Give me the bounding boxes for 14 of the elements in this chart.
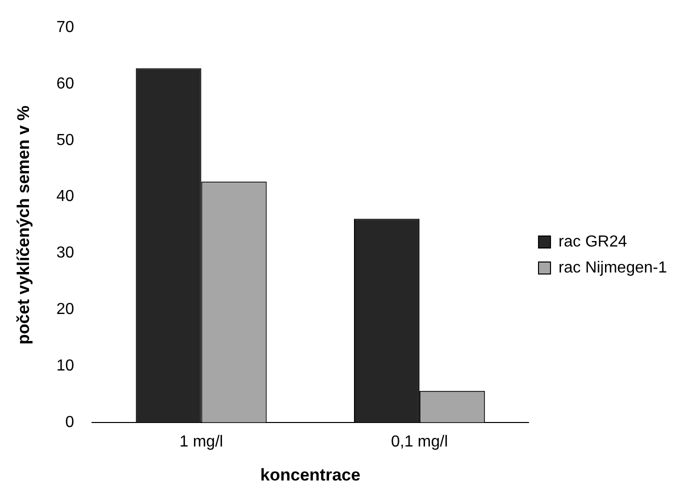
- legend-label: rac GR24: [558, 233, 628, 250]
- y-tick-label: 60: [56, 75, 74, 92]
- y-tick-label: 50: [56, 132, 74, 149]
- y-tick-label: 70: [56, 19, 74, 36]
- y-tick-label: 30: [56, 244, 74, 262]
- y-tick-label: 0: [65, 414, 74, 431]
- y-tick-label: 10: [56, 357, 74, 374]
- x-axis-title: koncentrace: [260, 465, 360, 484]
- legend-label: rac Nijmegen-1: [558, 259, 668, 276]
- y-tick-label: 40: [56, 188, 74, 206]
- x-tick-label: 0,1 mg/l: [390, 433, 448, 450]
- y-axis-title: počet vyklíčených semen v %: [14, 105, 33, 345]
- x-tick-label: 1 mg/l: [179, 433, 224, 450]
- y-tick-label: 20: [56, 301, 74, 318]
